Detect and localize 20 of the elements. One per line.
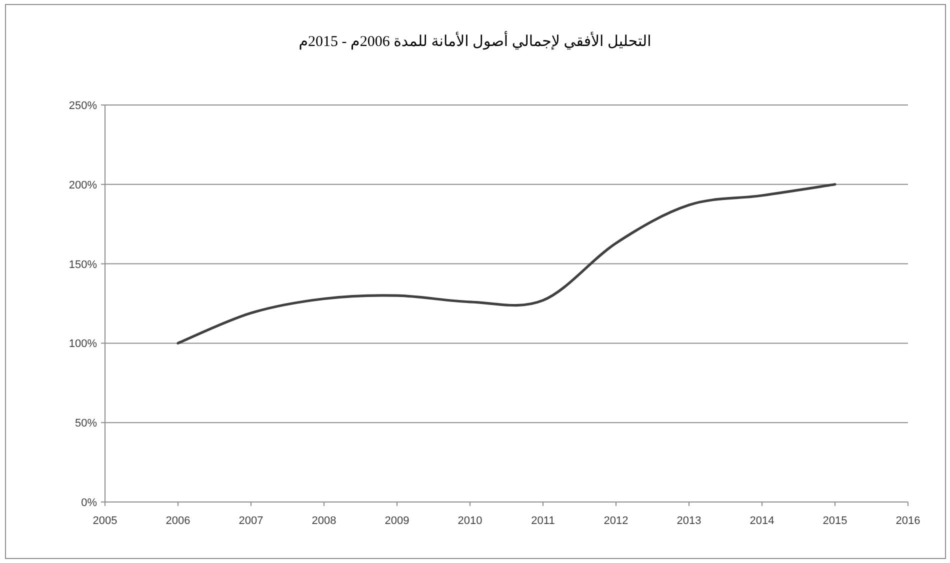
x-tick-label: 2015: [822, 515, 848, 527]
x-tick-label: 2008: [312, 515, 336, 527]
y-tick-label: 0%: [81, 497, 98, 509]
x-tick-label: 2010: [458, 515, 482, 527]
x-tick-label: 2016: [896, 515, 920, 527]
x-tick-label: 2006: [166, 515, 190, 527]
x-tick-label: 2014: [750, 515, 774, 527]
y-tick-label: 250%: [68, 100, 98, 112]
x-tick-label: 2012: [604, 515, 628, 527]
x-tick-label: 2011: [531, 515, 555, 527]
chart-title: التحليل الأفقي لإجمالي أصول الأمانة للمدة 2006م - 2015م: [298, 31, 652, 50]
y-tick-label: 100%: [68, 338, 98, 350]
y-tick-label: 200%: [68, 179, 98, 192]
x-tick-label: 2005: [92, 515, 118, 527]
x-tick-label: 2009: [384, 515, 410, 527]
x-tick-label: 2013: [676, 515, 702, 527]
y-tick-label: 150%: [68, 258, 98, 271]
x-tick-label: 2007: [238, 515, 264, 527]
line-series: [176, 183, 836, 344]
y-tick-label: 50%: [74, 418, 98, 430]
